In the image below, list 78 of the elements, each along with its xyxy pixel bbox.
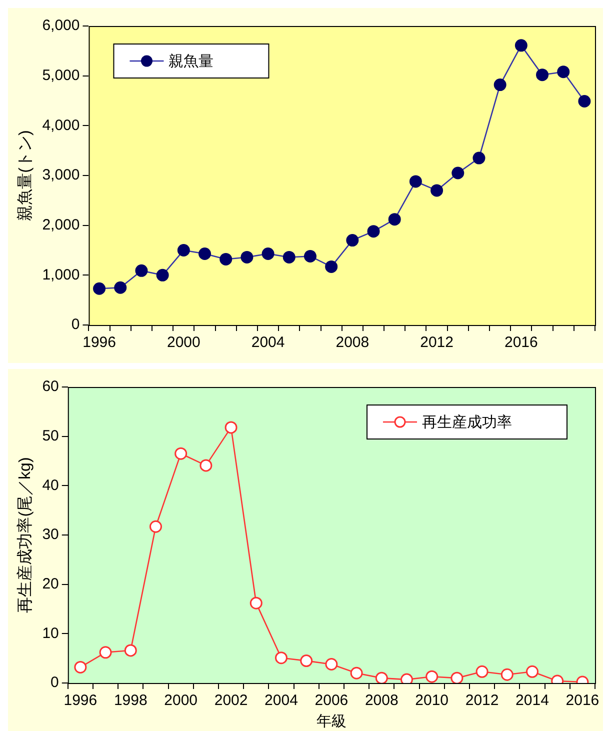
point (262, 247, 274, 260)
y-tick-label: 30 (42, 526, 59, 544)
point (494, 78, 506, 92)
x-tick-label: 2012 (465, 692, 499, 710)
y-tick-label: 6,000 (42, 17, 80, 34)
point (367, 225, 380, 238)
x-tick-label: 1996 (82, 334, 116, 352)
point (557, 66, 570, 78)
point (99, 646, 112, 659)
point (325, 260, 338, 273)
point (450, 672, 464, 683)
legend-label: 再生産成功率 (422, 414, 512, 432)
x-tick-label: 2004 (251, 334, 285, 352)
x-tick-label: 2016 (504, 334, 538, 352)
y-tick-label: 1,000 (42, 266, 80, 284)
x-tick-label: 2006 (314, 692, 348, 710)
y-tick-label: 0 (50, 674, 59, 692)
point (200, 459, 212, 472)
point (578, 95, 591, 108)
x-tick-label: 2004 (264, 692, 298, 710)
x-tick-label: 2012 (420, 334, 454, 352)
point (274, 652, 288, 664)
point (472, 152, 486, 164)
point (375, 672, 388, 683)
x-tick-label: 2008 (336, 334, 370, 352)
y-tick-label: 10 (42, 624, 59, 642)
point (526, 665, 538, 678)
point (325, 658, 338, 671)
legend-label: 親魚量 (168, 53, 214, 70)
point (452, 166, 464, 180)
x-tick-label: 2010 (415, 692, 449, 710)
point (250, 596, 262, 610)
y-axis-title: 再生産成功率(尾／kg) (16, 457, 34, 613)
point (282, 250, 296, 264)
y-tick-label: 0 (71, 316, 80, 334)
point (174, 447, 188, 460)
y-axis-title: 親魚量(トン) (16, 130, 34, 221)
point (500, 668, 514, 681)
x-tick-label: 2016 (566, 692, 600, 710)
point (177, 244, 190, 256)
point (220, 252, 232, 266)
point (156, 268, 169, 282)
x-tick-label: 1998 (114, 692, 148, 710)
y-tick-label: 50 (42, 427, 59, 444)
y-tick-label: 60 (42, 378, 59, 396)
x-tick-label: 2014 (516, 692, 549, 710)
point (198, 247, 212, 260)
x-axis-title: 年級 (316, 713, 346, 730)
point (124, 644, 137, 657)
y-tick-label: 3,000 (42, 166, 80, 184)
point (114, 281, 127, 294)
point (514, 39, 528, 52)
point (346, 234, 359, 247)
point (430, 184, 444, 197)
x-tick-label: 2002 (214, 692, 248, 710)
point (240, 250, 254, 264)
point (74, 660, 87, 674)
x-tick-label: 2000 (166, 334, 200, 352)
y-tick-label: 2,000 (42, 216, 80, 234)
y-tick-label: 4,000 (42, 116, 80, 134)
point (304, 250, 316, 262)
point (388, 213, 401, 226)
point (93, 282, 106, 295)
x-tick-label: 2008 (364, 692, 398, 710)
point (476, 665, 488, 678)
point (300, 654, 313, 668)
point (224, 421, 238, 434)
x-tick-label: 1996 (64, 692, 98, 710)
point (536, 68, 549, 82)
point (409, 175, 422, 188)
x-tick-label: 2000 (164, 692, 198, 710)
point (426, 670, 438, 683)
y-tick-label: 40 (42, 476, 59, 494)
point (135, 264, 148, 277)
y-tick-label: 20 (42, 575, 59, 592)
y-tick-label: 5,000 (42, 66, 80, 84)
point (149, 520, 162, 533)
point (350, 666, 363, 680)
